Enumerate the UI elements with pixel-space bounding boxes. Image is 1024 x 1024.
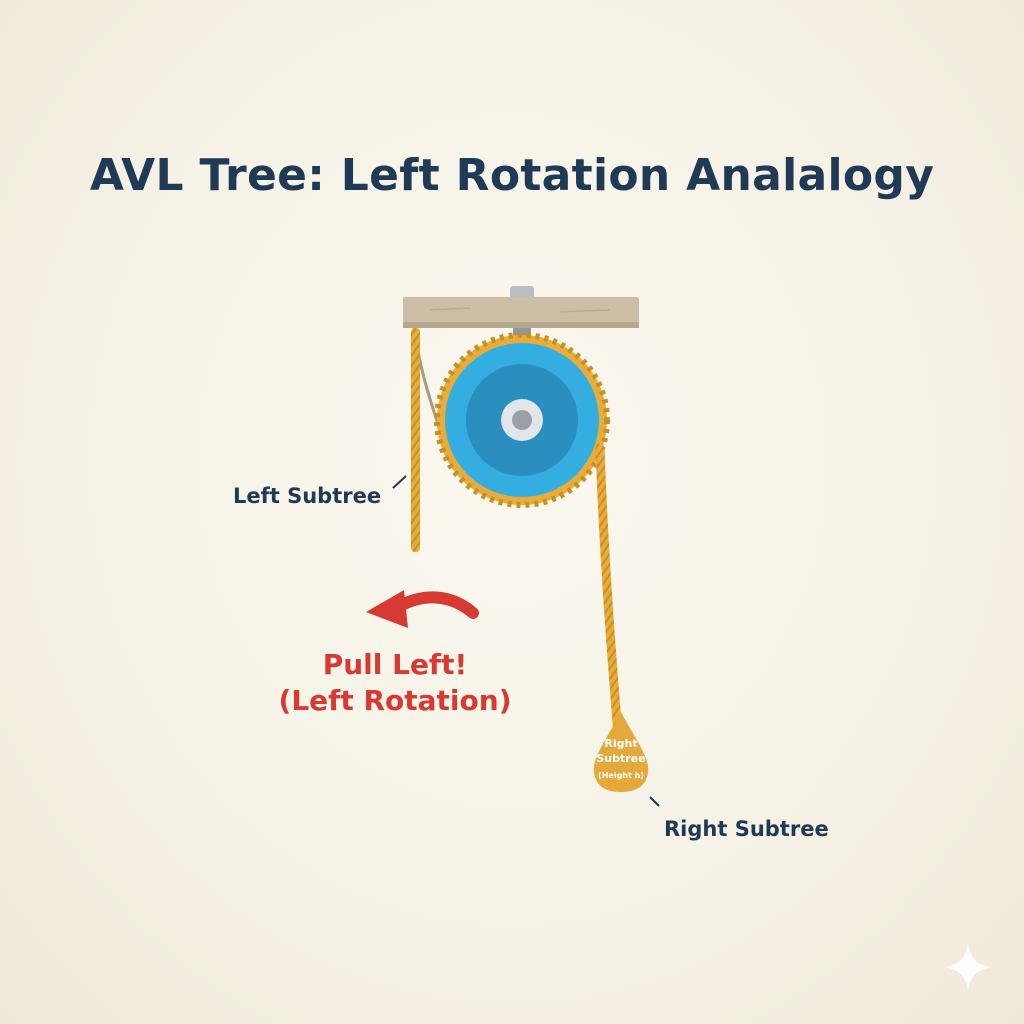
curved-arrow-left-icon	[366, 590, 479, 628]
left-rotation-text: (Left Rotation)	[278, 684, 512, 717]
weight-label-line2: Subtree	[596, 752, 646, 765]
weight-label-line1: Right	[604, 737, 638, 750]
right-subtree-label: Right Subtree	[664, 817, 829, 841]
left-label-leader	[392, 475, 407, 489]
pull-left-text: Pull Left!	[322, 648, 468, 681]
sparkle-icon	[944, 942, 992, 992]
pulley-icon	[434, 332, 610, 508]
left-rope	[411, 328, 420, 552]
right-rope	[595, 443, 623, 740]
right-label-leader	[649, 796, 660, 807]
ceiling-beam	[403, 297, 639, 328]
weight-label-line3: (Height h)	[598, 771, 644, 780]
page-title: AVL Tree: Left Rotation Analalogy	[89, 150, 935, 201]
right-subtree-weight	[593, 712, 649, 792]
left-subtree-label: Left Subtree	[233, 484, 382, 508]
